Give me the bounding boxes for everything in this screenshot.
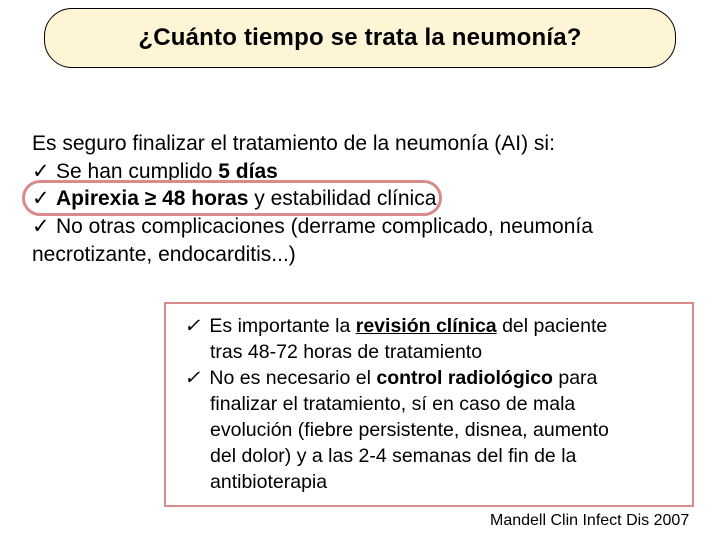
criteria-item-3b: necrotizante, endocarditis...) bbox=[32, 241, 692, 269]
callout-item-2e: antibioterapia bbox=[184, 470, 678, 496]
item2-bold: Apirexia ≥ 48 horas bbox=[56, 187, 248, 210]
title-box: ¿Cuánto tiempo se trata la neumonía? bbox=[44, 8, 676, 68]
c2b: control radiológico bbox=[376, 367, 553, 389]
check-icon: ✓ bbox=[184, 314, 204, 340]
criteria-item-1: ✓Se han cumplido 5 días bbox=[32, 158, 692, 186]
check-icon: ✓ bbox=[32, 158, 56, 186]
callout-item-2c: evolución (fiebre persistente, disnea, a… bbox=[184, 418, 678, 444]
criteria-section: Es seguro finalizar el tratamiento de la… bbox=[32, 130, 692, 269]
intro-line: Es seguro finalizar el tratamiento de la… bbox=[32, 130, 692, 158]
criteria-item-2: ✓Apirexia ≥ 48 horas y estabilidad clíni… bbox=[32, 185, 692, 213]
check-icon: ✓ bbox=[32, 213, 56, 241]
citation-text: Mandell Clin Infect Dis 2007 bbox=[490, 512, 689, 530]
c1b: revisión clínica bbox=[356, 315, 497, 337]
c1a: Es importante la bbox=[209, 315, 355, 337]
criteria-item-3a: ✓No otras complicaciones (derrame compli… bbox=[32, 213, 692, 241]
item3a: No otras complicaciones (derrame complic… bbox=[56, 215, 593, 238]
callout-item-2d: del dolor) y a las 2-4 semanas del fin d… bbox=[184, 444, 678, 470]
item2-rest: y estabilidad clínica bbox=[248, 187, 436, 210]
c2c: para bbox=[553, 367, 597, 389]
item1-bold: 5 días bbox=[218, 160, 278, 183]
callout-item-1: ✓ Es importante la revisión clínica del … bbox=[184, 314, 678, 340]
callout-item-1b: tras 48-72 horas de tratamiento bbox=[184, 340, 678, 366]
check-icon: ✓ bbox=[32, 185, 56, 213]
callout-box: ✓ Es importante la revisión clínica del … bbox=[164, 302, 694, 507]
c2a: No es necesario el bbox=[209, 367, 376, 389]
check-icon: ✓ bbox=[184, 366, 204, 392]
item1-pre: Se han cumplido bbox=[56, 160, 218, 183]
title-text: ¿Cuánto tiempo se trata la neumonía? bbox=[138, 24, 581, 52]
c1c: del paciente bbox=[497, 315, 608, 337]
callout-item-2b: finalizar el tratamiento, sí en caso de … bbox=[184, 392, 678, 418]
callout-item-2: ✓ No es necesario el control radiológico… bbox=[184, 366, 678, 392]
